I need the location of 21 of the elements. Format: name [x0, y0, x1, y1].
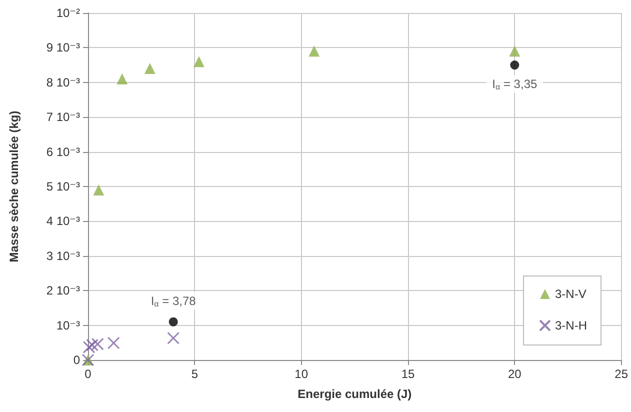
- y-tick-label: 0: [73, 353, 80, 367]
- y-tick-label: 9 10⁻³: [46, 40, 80, 55]
- y-tick-label: 10⁻³: [56, 318, 80, 332]
- x-axis-title: Energie cumulée (J): [298, 387, 412, 401]
- y-axis-title: Masse sèche cumulée (kg): [7, 110, 21, 262]
- y-tick-label: 5 10⁻³: [46, 180, 80, 194]
- y-tick-label: 7 10⁻³: [46, 110, 80, 124]
- x-tick-label: 0: [84, 367, 92, 381]
- y-tick-label: 2 10⁻³: [46, 284, 80, 298]
- legend-label: 3-N-V: [555, 287, 586, 301]
- y-tick-label: 8 10⁻³: [46, 75, 80, 90]
- y-tick-label: 4 10⁻³: [46, 214, 80, 228]
- x-tick-label: 15: [401, 367, 415, 381]
- x-tick-label: 5: [191, 367, 198, 381]
- legend-label: 3-N-H: [555, 318, 587, 332]
- x-tick-label: 10: [294, 367, 308, 381]
- x-tick-label: 25: [614, 367, 628, 381]
- y-tick-label: 6 10⁻³: [46, 144, 80, 159]
- y-tick-label: 3 10⁻³: [46, 248, 80, 263]
- y-tick-label: 10⁻²: [56, 6, 80, 20]
- x-tick-label: 20: [508, 367, 522, 381]
